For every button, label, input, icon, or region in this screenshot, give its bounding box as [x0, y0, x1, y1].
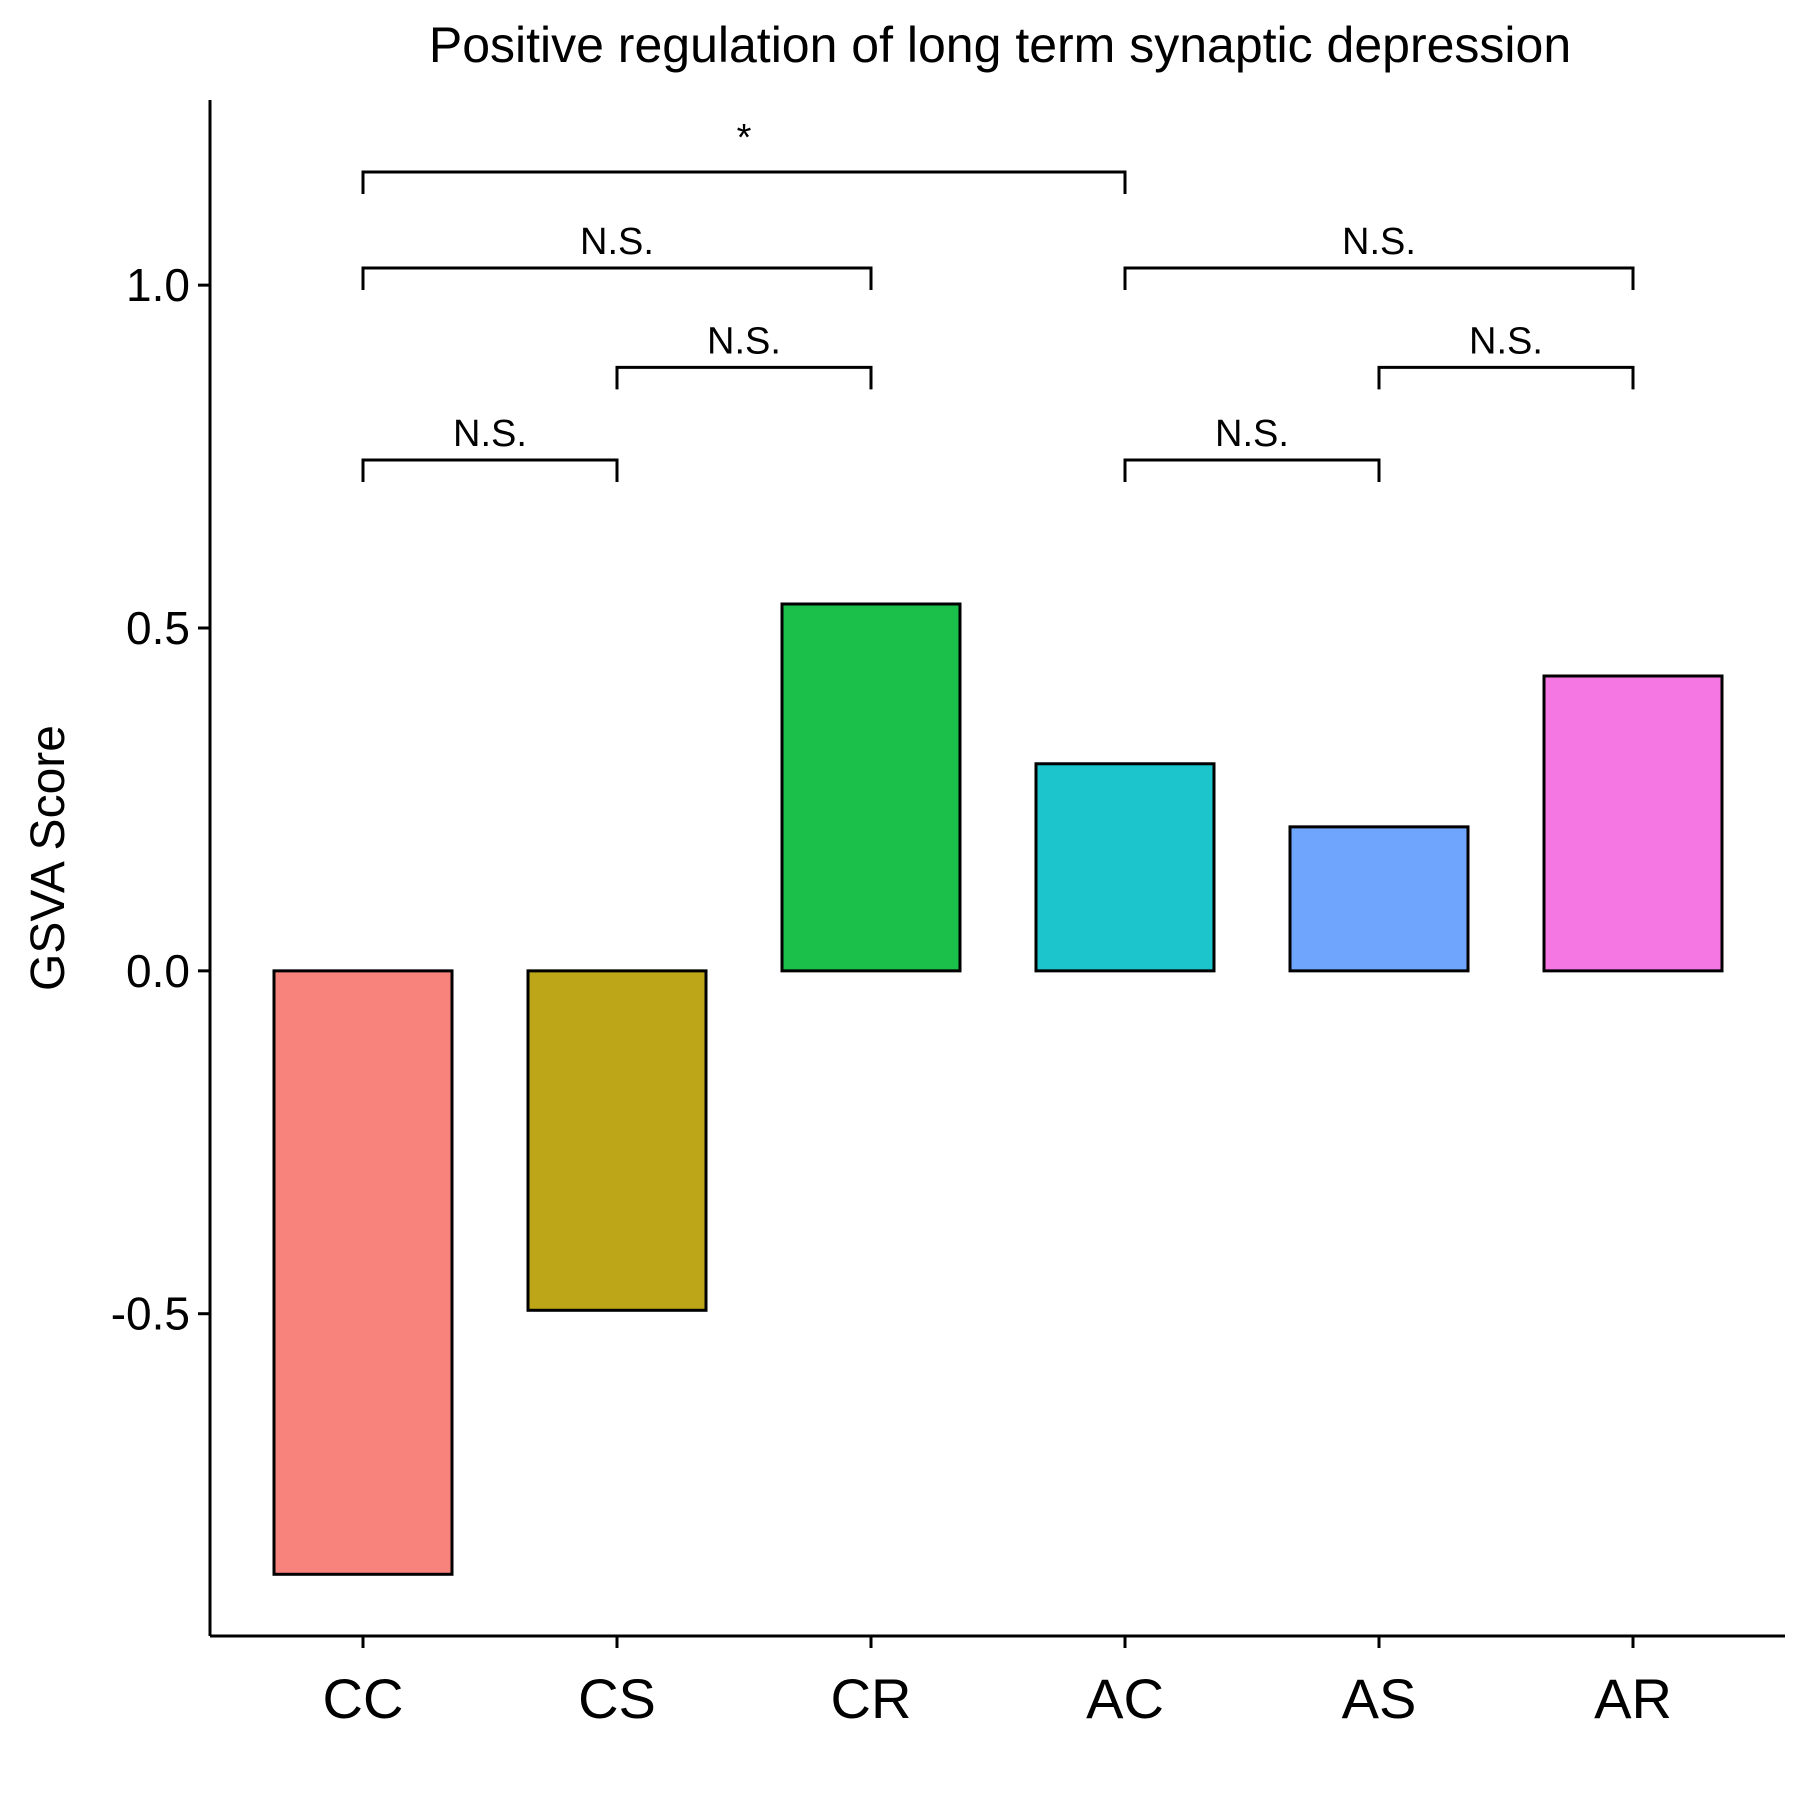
significance-bracket	[615, 365, 873, 390]
bar-cc	[272, 969, 454, 1576]
y-tick-label: 0.5	[126, 602, 190, 654]
significance-label: N.S.	[580, 221, 654, 263]
bar-cs	[526, 969, 708, 1312]
significance-label: *	[737, 117, 752, 159]
y-tick-label: -0.5	[111, 1288, 190, 1340]
y-tick-label: 1.0	[126, 259, 190, 311]
chart-title: Positive regulation of long term synapti…	[429, 17, 1571, 73]
bar-ar	[1542, 674, 1724, 973]
x-tick-label: CS	[578, 1667, 656, 1730]
significance-label: N.S.	[1469, 320, 1543, 362]
bars-layer	[272, 602, 1724, 1576]
y-tick-label: 0.0	[126, 945, 190, 997]
significance-label: N.S.	[453, 413, 527, 455]
x-tick-label: AS	[1342, 1667, 1417, 1730]
significance-bracket	[361, 170, 1127, 194]
significance-label: N.S.	[707, 320, 781, 362]
comparisons-layer: N.S. N.S. N.S. N.S. N.S. N.S. *	[361, 117, 1635, 482]
significance-bracket	[1123, 266, 1635, 290]
x-tick-label: CC	[323, 1667, 404, 1730]
axes-layer: -0.5 0.0 0.5 1.0 CC CS CR AC AS AR	[111, 100, 1785, 1730]
significance-bracket	[361, 458, 619, 482]
x-tick-label: AC	[1086, 1667, 1164, 1730]
significance-label: N.S.	[1342, 221, 1416, 263]
significance-label: N.S.	[1215, 413, 1289, 455]
x-tick-label: CR	[831, 1667, 912, 1730]
significance-bracket	[1123, 458, 1381, 482]
significance-bracket	[361, 266, 873, 290]
y-axis-label: GSVA Score	[22, 725, 75, 991]
bar-cr	[780, 602, 962, 973]
bar-ac	[1034, 762, 1216, 973]
x-tick-label: AR	[1594, 1667, 1672, 1730]
bar-as	[1288, 825, 1470, 973]
significance-bracket	[1377, 365, 1635, 390]
